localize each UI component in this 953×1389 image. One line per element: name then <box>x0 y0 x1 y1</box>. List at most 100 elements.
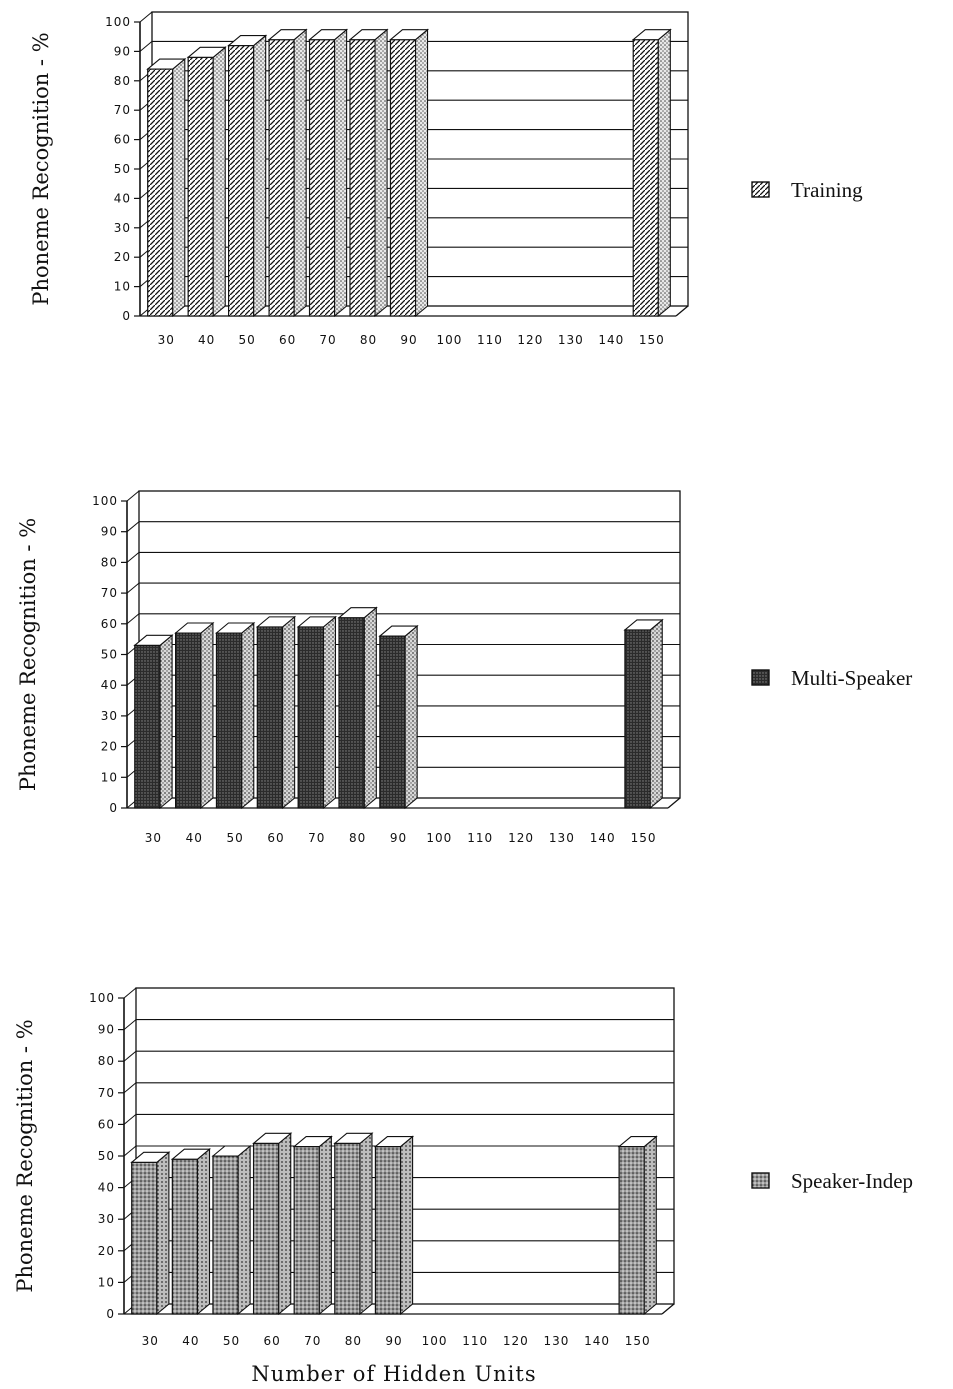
y-axis-label: Phoneme Recognition - % <box>13 1019 37 1292</box>
x-tick-label: 150 <box>625 1334 651 1348</box>
y-tick-label: 10 <box>114 280 131 294</box>
bar <box>337 606 378 810</box>
x-axis-label: Number of Hidden Units <box>251 1362 536 1386</box>
bar <box>296 615 337 810</box>
x-tick-label: 150 <box>639 333 665 347</box>
x-tick-label: 100 <box>437 333 463 347</box>
depth-connector <box>139 11 153 23</box>
depth-connector <box>123 987 137 999</box>
y-tick-label: 10 <box>101 770 118 784</box>
y-tick-label: 30 <box>98 1212 115 1226</box>
x-tick-label: 120 <box>517 333 543 347</box>
bar <box>617 1135 658 1316</box>
depth-connector <box>139 41 153 52</box>
bar <box>211 1144 252 1316</box>
y-tick-label: 40 <box>114 191 131 205</box>
x-tick-label: 130 <box>549 831 575 845</box>
y-tick-label: 0 <box>106 1307 115 1321</box>
floor-edge <box>661 1303 675 1315</box>
x-tick-label: 60 <box>267 831 284 845</box>
x-tick-label: 90 <box>400 333 417 347</box>
x-tick-label: 130 <box>544 1334 570 1348</box>
depth-connector <box>126 552 140 563</box>
depth-connector <box>123 1114 137 1125</box>
x-tick-label: 90 <box>390 831 407 845</box>
y-tick-label: 40 <box>98 1181 115 1195</box>
y-tick-label: 80 <box>101 555 118 569</box>
y-tick-label: 60 <box>101 617 118 631</box>
bar <box>133 634 174 810</box>
x-tick-label: 30 <box>158 333 175 347</box>
legend-label: Speaker-Indep <box>791 1169 913 1193</box>
depth-connector <box>123 1145 137 1157</box>
bar <box>348 28 389 318</box>
bar <box>333 1132 374 1316</box>
x-tick-label: 40 <box>182 1334 199 1348</box>
x-tick-label: 50 <box>239 333 256 347</box>
bar <box>186 46 227 318</box>
x-tick-label: 80 <box>360 333 377 347</box>
y-tick-label: 30 <box>101 709 118 723</box>
legend-swatch <box>751 181 770 198</box>
chart-panel-1: 0 10 20 30 40 50 60 70 80 90 100 30 40 50 60 70 80 90 100 1… <box>29 11 863 347</box>
y-tick-label: 70 <box>114 103 131 117</box>
x-tick-label: 140 <box>590 831 616 845</box>
x-tick-label: 150 <box>631 831 657 845</box>
bar <box>255 615 297 810</box>
bar <box>174 621 215 810</box>
bar <box>388 28 430 318</box>
y-tick-label: 70 <box>98 1086 115 1100</box>
x-tick-label: 80 <box>349 831 366 845</box>
x-tick-label: 130 <box>558 333 584 347</box>
y-tick-label: 20 <box>114 250 131 264</box>
y-tick-label: 90 <box>101 525 118 539</box>
y-tick-label: 90 <box>114 44 131 58</box>
legend: Multi-Speaker <box>751 666 912 690</box>
floor-edge <box>675 305 689 317</box>
y-tick-label: 20 <box>101 740 118 754</box>
bar <box>130 1151 171 1316</box>
x-tick-label: 100 <box>422 1334 448 1348</box>
y-tick-label: 0 <box>109 801 118 815</box>
chart-panel-3: 0 10 20 30 40 50 60 70 80 90 100 30 40 50 60 70 80 90 100 1… <box>13 987 913 1386</box>
x-tick-label: 40 <box>186 831 203 845</box>
floor-edge <box>667 797 681 809</box>
y-axis-label: Phoneme Recognition - % <box>16 518 40 791</box>
y-tick-label: 60 <box>114 133 131 147</box>
legend-label: Training <box>791 178 863 202</box>
y-tick-label: 50 <box>98 1149 115 1163</box>
x-tick-label: 110 <box>462 1334 488 1348</box>
bar <box>378 624 419 810</box>
x-tick-label: 80 <box>345 1334 362 1348</box>
legend-swatch <box>751 1172 770 1189</box>
bar <box>252 1132 293 1316</box>
bar <box>623 618 664 810</box>
y-tick-label: 40 <box>101 678 118 692</box>
depth-connector <box>126 490 140 502</box>
legend: Training <box>751 178 863 202</box>
x-tick-label: 120 <box>503 1334 529 1348</box>
y-tick-label: 80 <box>98 1054 115 1068</box>
x-tick-label: 120 <box>508 831 534 845</box>
bar <box>631 28 672 318</box>
depth-connector <box>126 613 140 625</box>
x-tick-label: 140 <box>598 333 624 347</box>
x-tick-label: 60 <box>264 1334 281 1348</box>
y-tick-label: 100 <box>92 494 118 508</box>
y-tick-label: 70 <box>101 586 118 600</box>
chart-panel-2: 0 10 20 30 40 50 60 70 80 90 100 30 40 50 60 70 80 90 100 1… <box>16 490 912 845</box>
bar <box>267 28 308 318</box>
y-tick-label: 10 <box>98 1275 115 1289</box>
y-tick-label: 80 <box>114 74 131 88</box>
bar <box>170 1147 212 1316</box>
depth-connector <box>123 1050 137 1062</box>
legend-swatch <box>751 669 770 686</box>
depth-connector <box>126 521 140 533</box>
bar <box>146 57 187 318</box>
bar <box>227 34 268 318</box>
bar <box>214 621 256 810</box>
x-tick-label: 60 <box>279 333 296 347</box>
y-tick-label: 100 <box>105 15 131 29</box>
